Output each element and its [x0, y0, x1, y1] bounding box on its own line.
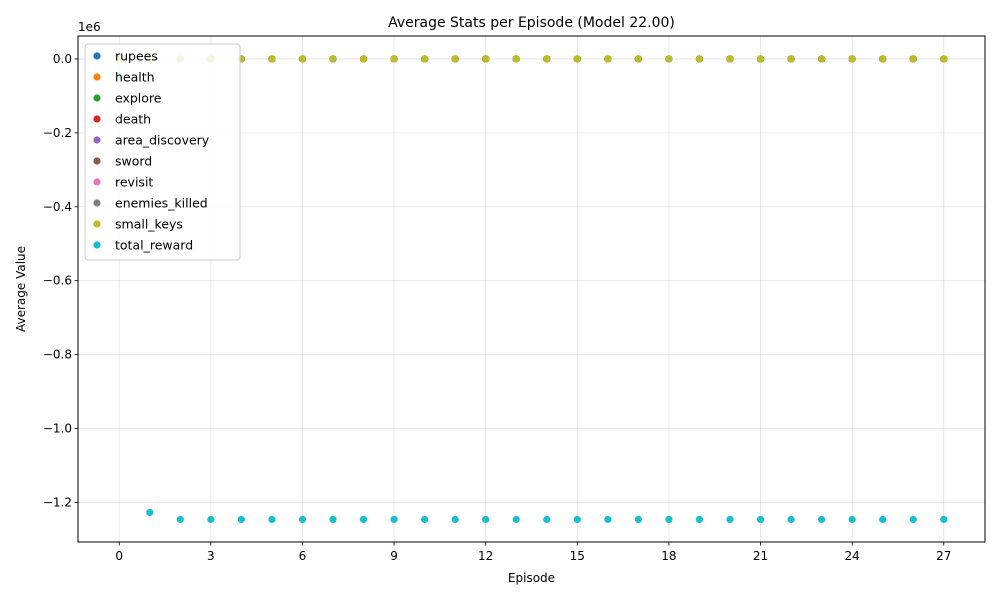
- data-point: [848, 55, 856, 63]
- data-point: [237, 515, 245, 524]
- data-point: [634, 515, 642, 524]
- chart-title: Average Stats per Episode (Model 22.00): [388, 15, 675, 31]
- data-point: [879, 55, 887, 63]
- legend-marker: [93, 73, 101, 81]
- data-point: [604, 55, 612, 63]
- y-tick-label: −1.2: [43, 495, 72, 509]
- x-tick-label: 6: [299, 549, 307, 563]
- y-tick-label: −0.2: [43, 126, 72, 140]
- data-point: [451, 515, 459, 524]
- data-point: [329, 55, 337, 63]
- legend-label: health: [115, 70, 155, 85]
- data-point: [940, 55, 948, 63]
- legend-marker: [93, 136, 101, 144]
- legend-marker: [93, 178, 101, 186]
- data-point: [756, 515, 765, 524]
- data-point: [665, 515, 673, 524]
- series-total_reward: [115, 71, 948, 524]
- data-point: [787, 55, 795, 63]
- data-point: [359, 55, 368, 63]
- data-point: [695, 515, 704, 524]
- data-point: [482, 55, 490, 63]
- data-point: [665, 55, 673, 63]
- data-point: [573, 55, 581, 63]
- y-offset-label: 1e6: [78, 20, 101, 34]
- data-point: [818, 55, 826, 63]
- data-point: [268, 515, 276, 524]
- data-point: [573, 515, 581, 524]
- legend-marker: [93, 220, 101, 228]
- data-point: [543, 55, 551, 63]
- x-axis-label: Episode: [508, 571, 555, 585]
- x-tick-label: 9: [390, 549, 398, 563]
- legend-label: rupees: [115, 49, 158, 64]
- legend-label: enemies_killed: [115, 196, 208, 211]
- legend-marker: [93, 241, 101, 249]
- legend-marker: [93, 94, 101, 102]
- legend-marker: [93, 115, 101, 123]
- x-tick-label: 21: [753, 549, 768, 563]
- y-tick-label: −1.0: [43, 422, 72, 436]
- data-point: [146, 508, 154, 517]
- data-point: [909, 515, 917, 524]
- data-point: [756, 55, 765, 63]
- data-point: [543, 515, 551, 524]
- y-axis-label: Average Value: [14, 246, 28, 332]
- data-point: [695, 55, 704, 63]
- legend-marker: [93, 157, 101, 165]
- legend-label: small_keys: [115, 217, 183, 232]
- data-point: [298, 55, 307, 63]
- data-point: [359, 515, 368, 524]
- x-tick-label: 12: [478, 549, 493, 563]
- data-point: [879, 515, 887, 524]
- y-tick-label: −0.4: [43, 200, 72, 214]
- legend-label: revisit: [115, 175, 153, 190]
- legend-label: sword: [115, 154, 152, 169]
- data-point: [451, 55, 459, 63]
- x-tick-label: 27: [936, 549, 951, 563]
- legend-box: [84, 43, 241, 261]
- data-point: [512, 55, 520, 63]
- data-point: [512, 515, 520, 524]
- data-point: [940, 515, 948, 524]
- data-point: [604, 515, 612, 524]
- data-point: [176, 515, 184, 524]
- data-point: [390, 55, 398, 63]
- legend-label: explore: [115, 91, 162, 106]
- y-tick-label: −0.6: [43, 274, 72, 288]
- data-point: [298, 515, 307, 524]
- legend-marker: [93, 52, 101, 60]
- data-point: [329, 515, 337, 524]
- legend: rupees health explore death area_discoverysw…: [84, 43, 241, 261]
- legend-label: death: [115, 112, 151, 127]
- data-point: [421, 55, 429, 63]
- legend-marker: [93, 199, 101, 207]
- data-point: [787, 515, 795, 524]
- y-tick-label: −0.8: [43, 348, 72, 362]
- x-tick-label: 0: [115, 549, 123, 563]
- x-tick-label: 18: [661, 549, 676, 563]
- axis-ticks: 0 3 6 9 12 15 18 21 24 27 −1.2 −1.0 −0.8 −0.6 −0.4 −0.2…: [43, 52, 952, 563]
- legend-label: area_discovery: [115, 133, 210, 148]
- data-point: [390, 515, 398, 524]
- data-point: [268, 55, 276, 63]
- data-point: [421, 515, 429, 524]
- data-point: [207, 515, 215, 524]
- plot-frame: [77, 35, 986, 543]
- data-point: [818, 515, 826, 524]
- x-tick-label: 3: [207, 549, 215, 563]
- legend-label: total_reward: [115, 238, 193, 253]
- data-point: [909, 55, 917, 63]
- data-point: [848, 515, 856, 524]
- x-tick-label: 24: [845, 549, 860, 563]
- data-point: [634, 55, 642, 63]
- x-tick-label: 15: [570, 549, 585, 563]
- data-point: [726, 515, 734, 524]
- y-tick-label: 0.0: [53, 52, 72, 66]
- data-point: [726, 55, 734, 63]
- data-point: [482, 515, 490, 524]
